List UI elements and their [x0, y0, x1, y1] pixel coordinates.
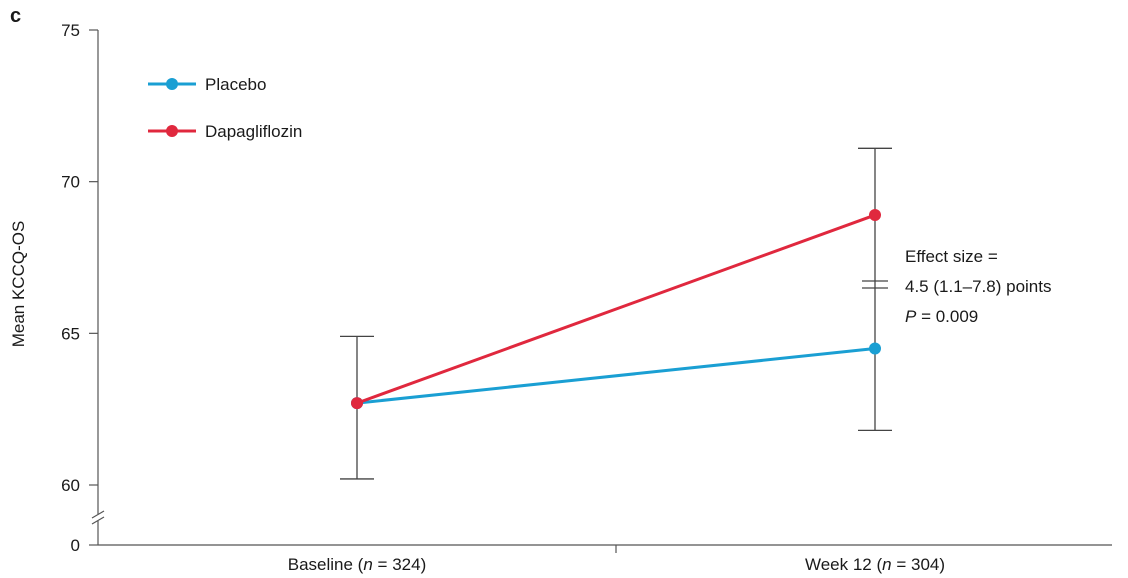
y-tick-label: 0 [71, 536, 80, 555]
annotation-line-2: 4.5 (1.1–7.8) points [905, 277, 1051, 296]
annotation-p-value: = 0.009 [916, 307, 978, 326]
y-tick-label: 75 [61, 21, 80, 40]
data-point-dapagliflozin [869, 209, 881, 222]
y-tick-label: 70 [61, 173, 80, 192]
series-lines [351, 209, 881, 410]
legend-label-dapagliflozin: Dapagliflozin [205, 122, 302, 141]
annotation-line-3: P = 0.009 [905, 307, 978, 326]
x-tick-label: Baseline (n = 324) [288, 555, 426, 574]
series-line-dapagliflozin [356, 213, 876, 405]
x-tick-label: Week 12 (n = 304) [805, 555, 945, 574]
annotation-line-1: Effect size = [905, 247, 998, 266]
data-point-placebo [869, 342, 881, 355]
x-tick-labels: Baseline (n = 324) Week 12 (n = 304) [288, 555, 945, 574]
error-bars [340, 147, 892, 480]
y-ticks: 0 60 65 70 75 [61, 21, 98, 555]
axis-break-mark-bottom [91, 516, 105, 525]
annotation-p-symbol: P [905, 307, 917, 326]
y-axis-label: Mean KCCQ-OS [9, 221, 28, 348]
panel-label: c [10, 5, 21, 27]
legend-marker-placebo [166, 78, 178, 90]
effect-size-annotation: Effect size = 4.5 (1.1–7.8) points P = 0… [905, 247, 1051, 326]
legend: Placebo Dapagliflozin [148, 75, 302, 141]
series-line-placebo [356, 347, 876, 405]
y-tick-label: 65 [61, 324, 80, 343]
legend-marker-dapagliflozin [166, 125, 178, 137]
axis-break-mark-top [91, 510, 105, 519]
y-tick-label: 60 [61, 476, 80, 495]
legend-label-placebo: Placebo [205, 75, 266, 94]
data-point-dapagliflozin [351, 397, 363, 410]
